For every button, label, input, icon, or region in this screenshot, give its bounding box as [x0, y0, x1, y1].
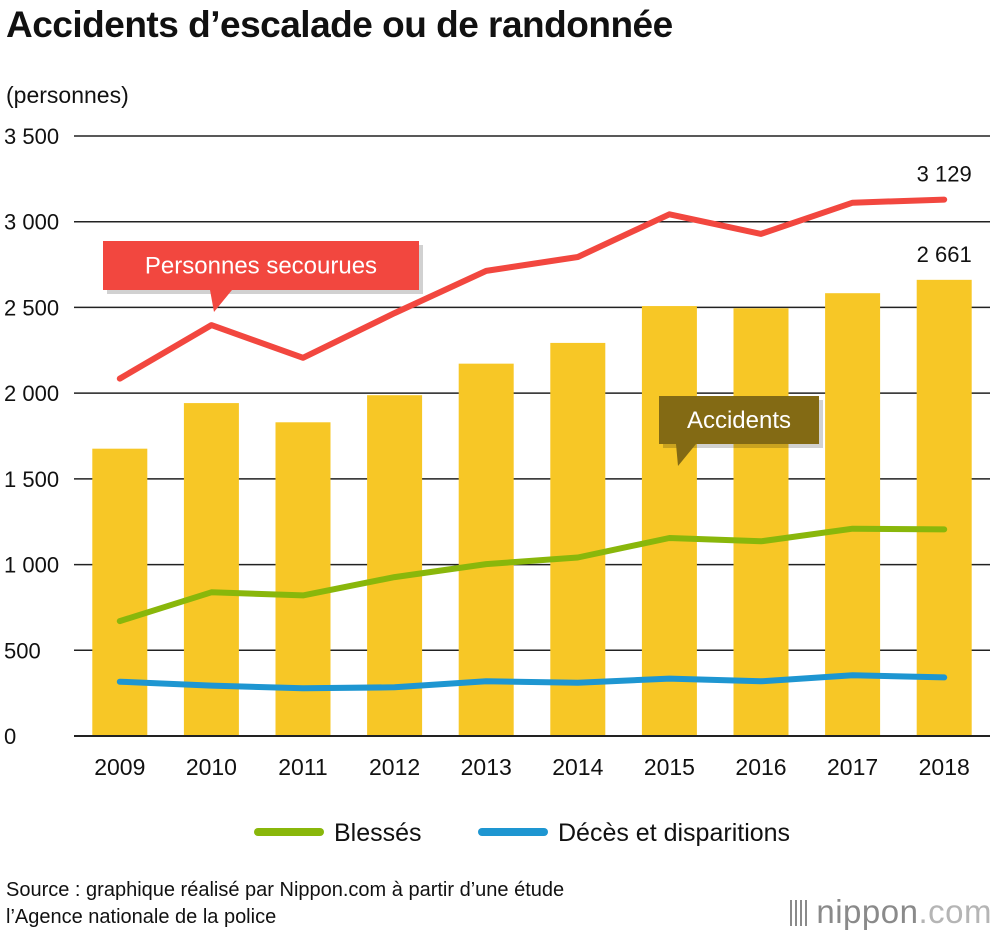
x-tick-label: 2011: [278, 754, 327, 780]
legend-label: Blessés: [334, 819, 422, 847]
legend-label: Décès et disparitions: [558, 819, 790, 847]
bar-accidents: [825, 293, 881, 736]
bar-accidents: [916, 279, 972, 736]
y-tick-label: 1 500: [4, 467, 59, 492]
bar-accidents: [275, 422, 331, 736]
y-axis-unit: (personnes): [6, 82, 129, 108]
x-tick-label: 2010: [186, 754, 237, 780]
bar-accidents: [458, 363, 514, 736]
callout-box: [659, 396, 819, 444]
brand-suffix: .com: [918, 893, 992, 930]
bar-accidents: [92, 448, 148, 736]
x-tick-label: 2015: [644, 754, 695, 780]
source-line-2: l’Agence nationale de la police: [6, 906, 277, 928]
x-tick-label: 2016: [735, 754, 786, 780]
y-tick-label: 2 000: [4, 381, 59, 406]
callout-label: Accidents: [687, 407, 791, 434]
data-label: 2 661: [917, 242, 972, 267]
callout-pointer: [676, 444, 696, 466]
line-deces-et-disparitions: [116, 672, 948, 692]
callout-box: [103, 241, 419, 290]
y-tick-label: 3 500: [4, 124, 59, 149]
x-tick-label: 2018: [919, 754, 970, 780]
y-tick-label: 2 500: [4, 295, 59, 320]
y-tick-label: 3 000: [4, 210, 59, 235]
line-blesses: [116, 525, 948, 625]
x-tick-label: 2009: [94, 754, 145, 780]
line-personnes-secourues: [116, 196, 948, 382]
brand-logo: nippon.com: [790, 893, 992, 931]
source-note: Source : graphique réalisé par Nippon.co…: [6, 877, 564, 931]
callout: Personnes secourues: [103, 241, 423, 312]
bar-accidents: [733, 308, 789, 736]
y-tick-label: 500: [4, 638, 41, 663]
callout-label: Personnes secourues: [145, 253, 377, 280]
bar-accidents: [367, 395, 423, 736]
x-tick-label: 2017: [827, 754, 878, 780]
x-tick-label: 2013: [461, 754, 512, 780]
y-tick-label: 0: [4, 724, 16, 749]
x-tick-label: 2014: [552, 754, 603, 780]
chart-canvas: 0 500 1 000 1 500 2 000 2 500 3 000 3 500 2009 20…: [4, 124, 990, 847]
y-tick-label: 1 000: [4, 553, 59, 578]
source-line-1: Source : graphique réalisé par Nippon.co…: [6, 879, 565, 901]
bar-accidents: [183, 403, 239, 736]
brand-name: nippon: [816, 893, 919, 930]
callout-pointer: [210, 290, 232, 312]
brand-mark-icon: [790, 900, 809, 926]
x-tick-label: 2012: [369, 754, 420, 780]
data-label: 3 129: [917, 162, 972, 187]
callout: Accidents: [659, 396, 823, 466]
bar-accidents: [550, 342, 606, 736]
bar-accidents: [641, 306, 697, 736]
chart-title: Accidents d’escalade ou de randonnée: [6, 4, 673, 45]
